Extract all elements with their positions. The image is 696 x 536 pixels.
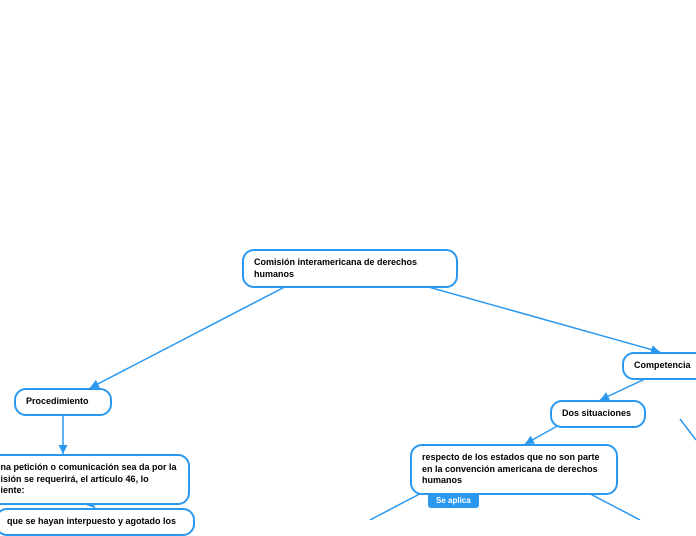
node-interpuesto[interactable]: que se hayan interpuesto y agotado los <box>0 508 195 536</box>
node-dos_situaciones[interactable]: Dos situaciones <box>550 400 646 428</box>
node-procedimiento[interactable]: Procedimiento <box>14 388 112 416</box>
edge-1 <box>400 279 660 352</box>
node-competencia[interactable]: Competencia <box>622 352 696 380</box>
node-respecto[interactable]: respecto de los estados que no son parte… <box>410 444 618 495</box>
node-peticion[interactable]: ue una petición o comunicación sea da po… <box>0 454 190 505</box>
edge-4 <box>680 419 696 440</box>
edge-0 <box>90 279 300 388</box>
badge-se-aplica: Se aplica <box>428 493 479 508</box>
node-root[interactable]: Comisión interamericana de derechos huma… <box>242 249 458 288</box>
